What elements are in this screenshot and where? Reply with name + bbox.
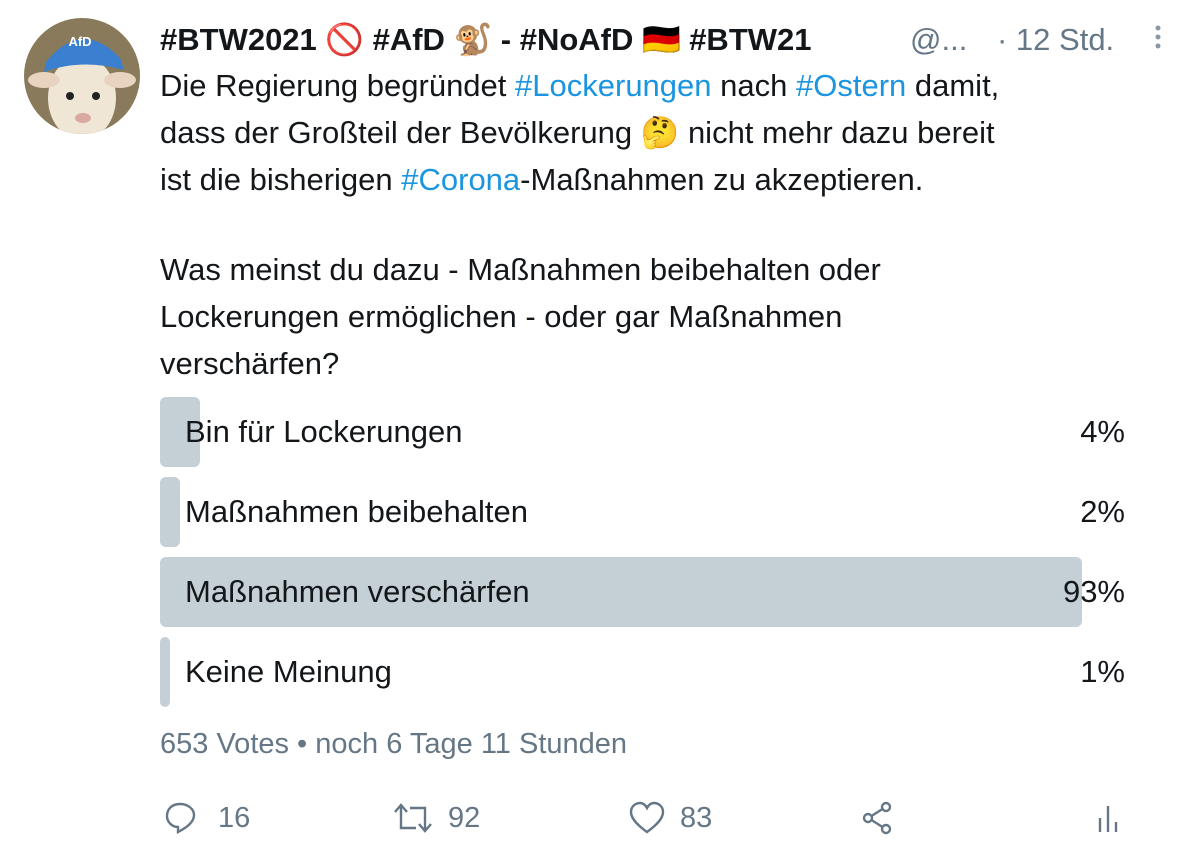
text-segment: dass der Großteil der Bevölkerung 🤔 nich… — [160, 115, 995, 150]
text-segment: ist die bisherigen — [160, 162, 402, 197]
hashtag[interactable]: #Ostern — [795, 68, 907, 103]
avatar-badge: AfD — [68, 34, 91, 49]
text-segment: damit, — [906, 68, 1000, 103]
text-segment: nach — [711, 68, 796, 103]
poll-option: Maßnahmen verschärfen 93% — [160, 557, 1125, 627]
poll-percent: 93% — [1062, 574, 1125, 609]
more-menu[interactable] — [1150, 24, 1166, 54]
poll-footer: 653 Votes • noch 6 Tage 11 Stunden — [160, 728, 628, 760]
text-line: Was meinst du dazu - Maßnahmen beibehalt… — [160, 250, 881, 290]
text-segment: Was meinst du dazu - Maßnahmen beibehalt… — [160, 252, 881, 287]
reply-count: 16 — [218, 802, 251, 834]
text-segment: Die Regierung begründet — [160, 68, 516, 103]
poll-bar — [160, 397, 200, 467]
poll-option-label: Maßnahmen verschärfen — [185, 574, 530, 609]
analytics-icon[interactable] — [1096, 804, 1122, 834]
poll-percent: 2% — [1080, 494, 1125, 529]
poll-option-label: Maßnahmen beibehalten — [185, 494, 528, 529]
hashtag[interactable]: #Corona — [401, 162, 521, 197]
display-name[interactable]: #BTW2021 🚫 #AfD 🐒 - #NoAfD 🇩🇪 #BTW21 — [160, 22, 812, 57]
like-count: 83 — [680, 802, 713, 834]
text-line: Die Regierung begründet #Lockerungen nac… — [160, 66, 999, 106]
reply-icon[interactable] — [164, 800, 200, 836]
text-line: dass der Großteil der Bevölkerung 🤔 nich… — [160, 113, 995, 153]
poll-option: Bin für Lockerungen 4% — [160, 397, 1125, 467]
poll-bar — [160, 637, 170, 707]
text-line: Lockerungen ermöglichen - oder gar Maßna… — [160, 297, 842, 337]
poll-option: Keine Meinung 1% — [160, 637, 1125, 707]
text-segment: verschärfen? — [160, 346, 340, 381]
poll-percent: 1% — [1080, 654, 1125, 689]
poll-option-label: Bin für Lockerungen — [185, 414, 463, 449]
text-segment: -Maßnahmen zu akzeptieren. — [520, 162, 924, 197]
hashtag[interactable]: #Lockerungen — [515, 68, 712, 103]
avatar[interactable]: AfD — [24, 18, 140, 134]
handle[interactable]: @... — [910, 22, 968, 57]
text-line: verschärfen? — [160, 344, 339, 384]
text-line: ist die bisherigen #Corona-Maßnahmen zu … — [160, 160, 923, 200]
poll-bar — [160, 477, 180, 547]
poll-percent: 4% — [1080, 414, 1125, 449]
poll-bar — [160, 557, 1082, 627]
poll-option: Maßnahmen beibehalten 2% — [160, 477, 1125, 547]
retweet-count: 92 — [448, 802, 481, 834]
poll-option-label: Keine Meinung — [185, 654, 392, 689]
retweet-icon[interactable] — [392, 800, 434, 836]
like-icon[interactable] — [628, 800, 666, 836]
timestamp[interactable]: · 12 Std. — [997, 22, 1115, 57]
text-segment: Lockerungen ermöglichen - oder gar Maßna… — [160, 299, 843, 334]
share-icon[interactable] — [860, 800, 896, 836]
